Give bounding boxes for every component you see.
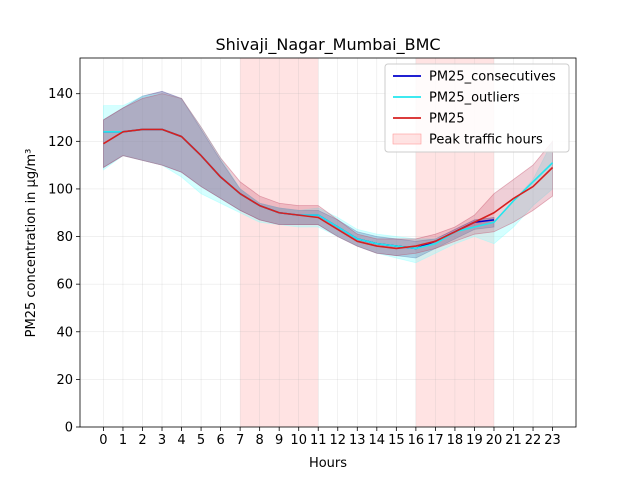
x-tick-label-3: 3 (158, 433, 166, 448)
x-tick-label-9: 9 (275, 433, 283, 448)
y-axis-label: PM25 concentration in µg/m³ (24, 149, 39, 338)
legend-label-PM25_consecutives: PM25_consecutives (429, 70, 556, 85)
y-tick-label-120: 120 (48, 135, 73, 150)
series-line-PM25 (103, 128, 554, 250)
x-tick-label-16: 16 (408, 433, 425, 448)
plot-area: 0 1 2 3 4 5 6 7 8 9 10 11 12 13 14 15 16 17 18 19 20 21 22 2302… (48, 57, 577, 448)
legend: PM25_consecutives PM25_outliers PM25 Peak t… (384, 63, 570, 153)
y-tick-label-80: 80 (56, 230, 73, 245)
band-PM25_consecutives (103, 90, 495, 259)
band-PM25_outliers (103, 93, 553, 264)
x-axis-label: Hours (309, 456, 347, 471)
peak-traffic-region-0 (240, 58, 319, 427)
x-tick-label-13: 13 (349, 433, 366, 448)
legend-box (384, 63, 570, 153)
x-tick-label-21: 21 (505, 433, 522, 448)
x-tick-label-1: 1 (119, 433, 127, 448)
x-tick-label-15: 15 (388, 433, 405, 448)
x-tick-label-4: 4 (177, 433, 185, 448)
axes-frame (79, 57, 577, 428)
x-tick-label-23: 23 (544, 433, 561, 448)
legend-label-PM25_outliers: PM25_outliers (429, 91, 520, 106)
x-tick-label-8: 8 (256, 433, 264, 448)
x-tick-label-20: 20 (486, 433, 503, 448)
y-tick-label-20: 20 (56, 373, 73, 388)
legend-swatch-peak-traffic (392, 133, 422, 145)
x-tick-label-11: 11 (310, 433, 327, 448)
y-tick-label-0: 0 (65, 421, 73, 436)
legend-label-Peak traffic hours: Peak traffic hours (429, 133, 543, 148)
y-tick-label-40: 40 (56, 325, 73, 340)
x-tick-label-2: 2 (138, 433, 146, 448)
chart-title: Shivaji_Nagar_Mumbai_BMC (215, 35, 440, 55)
x-tick-label-17: 17 (427, 433, 444, 448)
x-tick-label-0: 0 (99, 433, 107, 448)
x-tick-label-7: 7 (236, 433, 244, 448)
x-tick-label-19: 19 (466, 433, 483, 448)
y-tick-label-140: 140 (48, 87, 73, 102)
y-tick-label-60: 60 (56, 278, 73, 293)
x-tick-label-14: 14 (369, 433, 386, 448)
x-tick-label-5: 5 (197, 433, 205, 448)
x-tick-label-10: 10 (290, 433, 307, 448)
x-tick-label-18: 18 (447, 433, 464, 448)
x-tick-label-6: 6 (216, 433, 224, 448)
x-tick-label-12: 12 (329, 433, 346, 448)
legend-label-PM25: PM25 (429, 112, 465, 127)
y-tick-label-100: 100 (48, 182, 73, 197)
x-tick-label-22: 22 (525, 433, 542, 448)
